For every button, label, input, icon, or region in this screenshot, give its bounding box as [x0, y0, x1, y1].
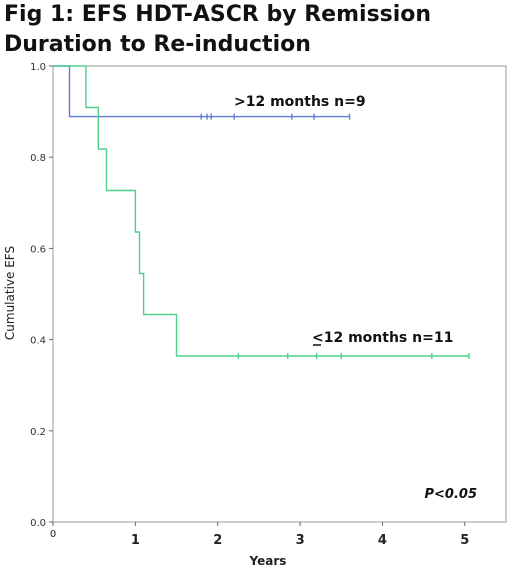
chart-title-line-2: Duration to Re-induction: [4, 32, 311, 57]
plot-border: [52, 65, 507, 523]
chart-title: Fig 1: EFS HDT-ASCR by Remission Duratio…: [4, 0, 431, 60]
x-tick-label: 0: [50, 529, 56, 540]
y-tick-label: 0.6: [30, 244, 46, 255]
x-axis: 0 1 2 3 4 5: [50, 522, 469, 548]
series-layer: [53, 65, 470, 360]
chart-title-line-1: Fig 1: EFS HDT-ASCR by Remission: [4, 2, 432, 27]
x-tick-label: 1: [131, 533, 140, 548]
series-label-over-12: >12 months n=9: [234, 94, 366, 110]
y-axis-label: Cumulative EFS: [3, 246, 17, 340]
y-tick-label: 0.2: [30, 427, 46, 438]
y-tick-label: 1.0: [30, 62, 46, 73]
x-tick-label: 5: [460, 533, 469, 548]
y-tick-label: 0.8: [30, 153, 46, 164]
series-label-under-12: <12 months n=11: [312, 330, 453, 346]
y-tick-label: 0.4: [30, 336, 46, 347]
p-value-annotation: P<0.05: [425, 487, 478, 502]
x-tick-label: 4: [378, 533, 387, 548]
x-axis-label: Years: [249, 554, 287, 568]
y-axis: 0.0 0.2 0.4 0.6 0.8 1.0: [30, 62, 53, 529]
x-tick-label: 2: [213, 533, 222, 548]
y-tick-label: 0.0: [30, 518, 46, 529]
survival-curve-1: [53, 65, 469, 357]
plot-frame: [52, 65, 507, 523]
x-tick-label: 3: [296, 533, 305, 548]
